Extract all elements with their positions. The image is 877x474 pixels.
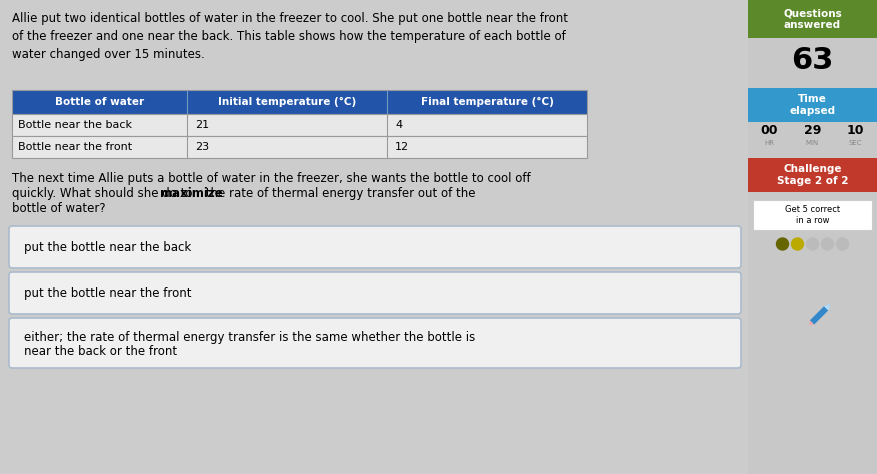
Text: the rate of thermal energy transfer out of the: the rate of thermal energy transfer out … (202, 187, 475, 200)
Bar (748, 158, 877, 192)
Text: either; the rate of thermal energy transfer is the same whether the bottle is: either; the rate of thermal energy trans… (24, 331, 475, 344)
Text: 10: 10 (847, 125, 864, 137)
Polygon shape (824, 304, 831, 310)
FancyBboxPatch shape (9, 318, 741, 368)
FancyBboxPatch shape (9, 272, 741, 314)
Bar (12, 136, 587, 158)
Text: maximize: maximize (160, 187, 223, 200)
Bar (753, 200, 872, 230)
Circle shape (822, 238, 833, 250)
Polygon shape (809, 306, 828, 325)
Text: bottle of water?: bottle of water? (12, 202, 105, 215)
Text: Bottle near the back: Bottle near the back (18, 120, 132, 130)
Bar (12, 114, 587, 136)
Text: 4: 4 (395, 120, 403, 130)
Text: HR: HR (765, 140, 774, 146)
Bar (748, 0, 877, 38)
Text: 12: 12 (395, 142, 410, 152)
Text: Initial temperature (°C): Initial temperature (°C) (217, 97, 356, 107)
Circle shape (837, 238, 849, 250)
Text: 21: 21 (195, 120, 209, 130)
Text: put the bottle near the back: put the bottle near the back (24, 240, 191, 254)
Text: Final temperature (°C): Final temperature (°C) (421, 97, 553, 107)
Text: 23: 23 (195, 142, 209, 152)
Text: Questions
answered: Questions answered (783, 8, 842, 30)
Text: The next time Allie puts a bottle of water in the freezer, she wants the bottle : The next time Allie puts a bottle of wat… (12, 172, 531, 185)
Bar (748, 0, 877, 474)
Text: 29: 29 (804, 125, 821, 137)
Text: near the back or the front: near the back or the front (24, 345, 177, 358)
Polygon shape (809, 320, 814, 325)
Text: 00: 00 (760, 125, 778, 137)
Circle shape (776, 238, 788, 250)
Text: SEC: SEC (849, 140, 862, 146)
Text: quickly. What should she do to: quickly. What should she do to (12, 187, 196, 200)
Circle shape (792, 238, 803, 250)
Text: Get 5 correct
in a row: Get 5 correct in a row (785, 205, 840, 225)
Text: Bottle near the front: Bottle near the front (18, 142, 132, 152)
Circle shape (807, 238, 818, 250)
Bar (748, 88, 877, 122)
Text: 63: 63 (791, 46, 834, 74)
Text: Time
elapsed: Time elapsed (789, 94, 836, 116)
Text: Bottle of water: Bottle of water (55, 97, 144, 107)
Text: MIN: MIN (806, 140, 819, 146)
FancyBboxPatch shape (9, 226, 741, 268)
Text: Allie put two identical bottles of water in the freezer to cool. She put one bot: Allie put two identical bottles of water… (12, 12, 568, 61)
Bar (12, 90, 587, 114)
Text: Challenge
Stage 2 of 2: Challenge Stage 2 of 2 (777, 164, 848, 186)
Text: put the bottle near the front: put the bottle near the front (24, 286, 191, 300)
